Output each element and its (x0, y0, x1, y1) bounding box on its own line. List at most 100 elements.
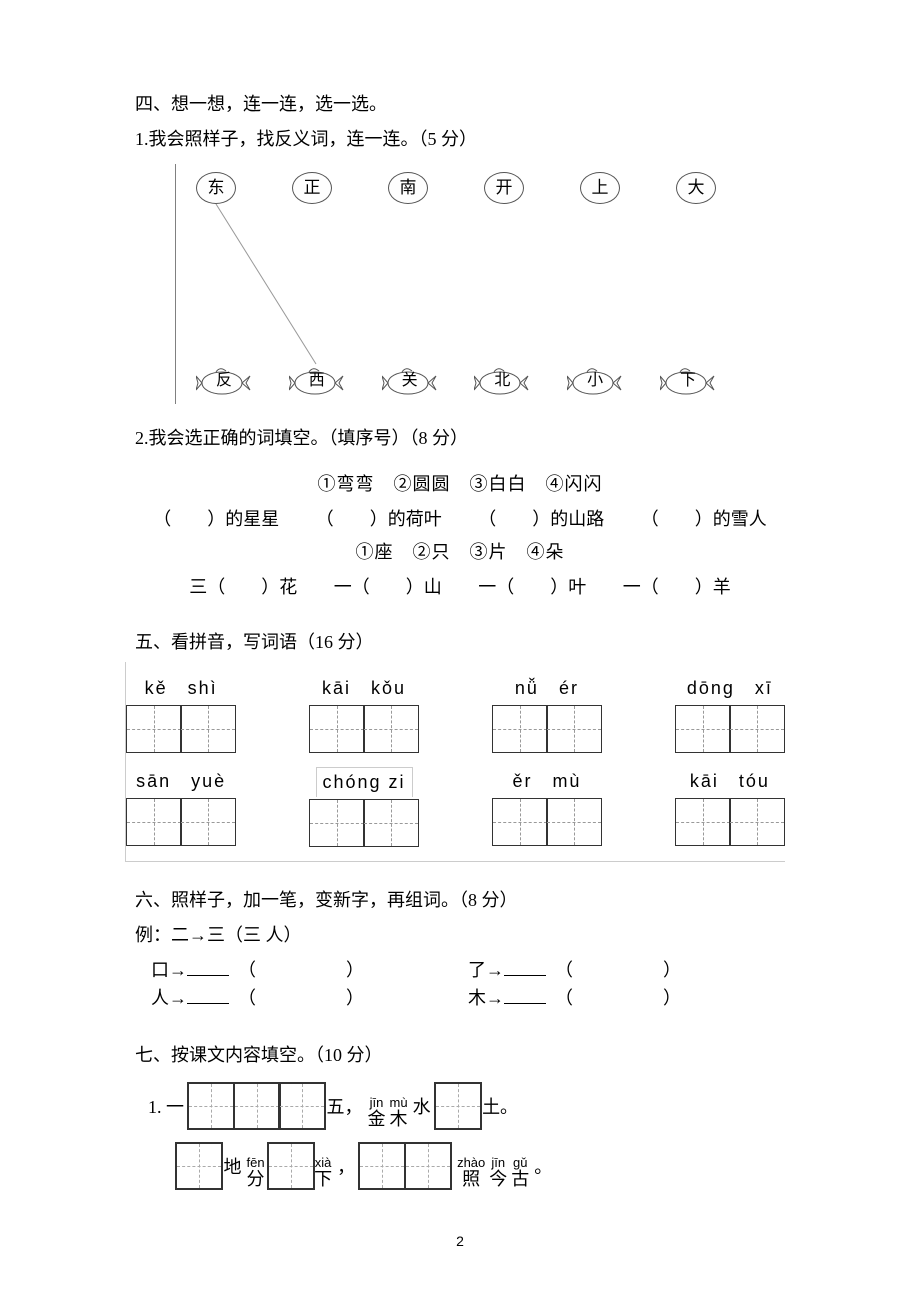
mid-text: 地 (224, 1153, 242, 1182)
fill-line-1: 1. 一 五， jīn金 mù木 水 土。 (145, 1082, 785, 1130)
pinyin-label: chóng zi (316, 767, 413, 797)
transform-item: 木→ （ ） (468, 984, 785, 1013)
blank-underline (187, 956, 229, 976)
options-line-2: ①座 ②只 ③片 ④朵 (135, 538, 785, 567)
blank-item: （ ）的荷叶 (316, 505, 442, 534)
transform-row-1: 口→ （ ） 了→ （ ） (151, 956, 785, 985)
tian-box (278, 1082, 326, 1130)
mid-text: ， (337, 1153, 355, 1182)
arrow: → (169, 960, 187, 980)
blank-underline (504, 985, 546, 1005)
pinyin-label: kě shì (145, 674, 218, 703)
pinyin-row-1: kě shì kāi kǒu nǚ ér dōng xī (126, 674, 785, 753)
section6-example: 例：二→三（三 人） (135, 921, 785, 950)
tian-box (175, 1142, 223, 1190)
blank-underline (504, 956, 546, 976)
ruby-char: zhào照 (457, 1156, 485, 1190)
pinyin-label: dōng xī (687, 674, 773, 703)
pinyin-block: ěr mù (492, 767, 602, 847)
ruby-char: jīn今 (489, 1156, 507, 1190)
fish-label: 小 (587, 368, 603, 394)
fish-label: 西 (309, 368, 325, 394)
suffix-text: 土。 (482, 1093, 518, 1122)
mid-text: 水 (413, 1093, 431, 1122)
oval-word: 南 (388, 172, 428, 204)
section4-sub2-title: 2.我会选正确的词填空。（填序号）（8 分） (135, 424, 785, 453)
arrow: → (169, 988, 187, 1008)
matching-diagram: 东 正 南 开 上 大 反 西 关 北 小 下 (175, 164, 735, 404)
blank-item: 三（ ）花 (189, 573, 297, 602)
fish-label: 关 (402, 368, 418, 394)
ruby-char: fēn分 (247, 1156, 265, 1190)
tian-box (434, 1082, 482, 1130)
oval-word: 开 (484, 172, 524, 204)
pinyin-label: kāi kǒu (322, 674, 406, 703)
fish-word: 关 (382, 366, 438, 396)
pinyin-block: kāi tóu (675, 767, 785, 847)
matching-top-row: 东 正 南 开 上 大 (196, 172, 716, 204)
oval-word: 大 (676, 172, 716, 204)
section7-title: 七、按课文内容填空。（10 分） (135, 1041, 785, 1070)
blank-underline (187, 985, 229, 1005)
fish-word: 北 (474, 366, 530, 396)
pinyin-block: chóng zi (309, 767, 419, 847)
arrow: → (486, 988, 504, 1008)
pinyin-block: nǚ ér (492, 674, 602, 753)
base-char: 人 (151, 988, 169, 1008)
pinyin-container: kě shì kāi kǒu nǚ ér dōng xī sān yuè (125, 662, 785, 862)
ruby-char: gǔ古 (511, 1156, 529, 1190)
base-char: 木 (468, 988, 486, 1008)
blanks-line-1: （ ）的星星 （ ）的荷叶 （ ）的山路 （ ）的雪人 (135, 505, 785, 534)
oval-word: 正 (292, 172, 332, 204)
tian-box (187, 1082, 235, 1130)
pinyin-row-2: sān yuè chóng zi ěr mù kāi tóu (126, 767, 785, 847)
blank-item: （ ）的星星 (153, 505, 279, 534)
ruby-char: xià下 (314, 1156, 332, 1190)
base-char: 口 (151, 960, 169, 980)
pinyin-label: ěr mù (512, 767, 581, 796)
pinyin-label: kāi tóu (690, 767, 770, 796)
pinyin-block: kāi kǒu (309, 674, 419, 753)
line-prefix: 1. 一 (148, 1093, 184, 1122)
page-number: 2 (135, 1230, 785, 1252)
section4-title: 四、想一想，连一连，选一选。 (135, 90, 785, 119)
fish-label: 下 (680, 368, 696, 394)
base-char: 了 (468, 960, 486, 980)
transform-item: 口→ （ ） (151, 956, 468, 985)
pinyin-label: nǚ ér (515, 674, 579, 703)
ruby-char: jīn金 (368, 1096, 386, 1130)
pinyin-block: kě shì (126, 674, 236, 753)
fish-label: 反 (216, 368, 232, 394)
transform-item: 了→ （ ） (468, 956, 785, 985)
transform-item: 人→ （ ） (151, 984, 468, 1013)
fish-word: 小 (567, 366, 623, 396)
tian-box (233, 1082, 281, 1130)
fish-word: 下 (660, 366, 716, 396)
options-line-1: ①弯弯 ②圆圆 ③白白 ④闪闪 (135, 470, 785, 499)
pinyin-label: sān yuè (136, 767, 226, 796)
ruby-char: mù木 (390, 1096, 408, 1130)
arrow: → (486, 960, 504, 980)
pinyin-block: sān yuè (126, 767, 236, 847)
suffix-text: 。 (534, 1153, 552, 1182)
oval-word: 上 (580, 172, 620, 204)
section4-sub1-title: 1.我会照样子，找反义词，连一连。（5 分） (135, 125, 785, 154)
mid-text: 五， (327, 1093, 363, 1122)
pinyin-block: dōng xī (675, 674, 785, 753)
oval-word: 东 (196, 172, 236, 204)
fill-blank-group1: ①弯弯 ②圆圆 ③白白 ④闪闪 （ ）的星星 （ ）的荷叶 （ ）的山路 （ ）… (135, 470, 785, 601)
fish-word: 西 (289, 366, 345, 396)
blank-item: （ ）的雪人 (641, 505, 767, 534)
blank-item: （ ）的山路 (478, 505, 604, 534)
tian-box (358, 1142, 406, 1190)
blanks-line-2: 三（ ）花 一（ ）山 一（ ）叶 一（ ）羊 (135, 573, 785, 602)
blank-item: 一（ ）羊 (623, 573, 731, 602)
blank-item: 一（ ）山 (334, 573, 442, 602)
tian-box (404, 1142, 452, 1190)
transform-row-2: 人→ （ ） 木→ （ ） (151, 984, 785, 1013)
tian-box (267, 1142, 315, 1190)
fill-line-2: 地 fēn分 xià下 ， zhào照 jīn今 gǔ古 。 (175, 1142, 785, 1190)
matching-bottom-row: 反 西 关 北 小 下 (196, 366, 716, 396)
fish-label: 北 (494, 368, 510, 394)
fish-word: 反 (196, 366, 252, 396)
